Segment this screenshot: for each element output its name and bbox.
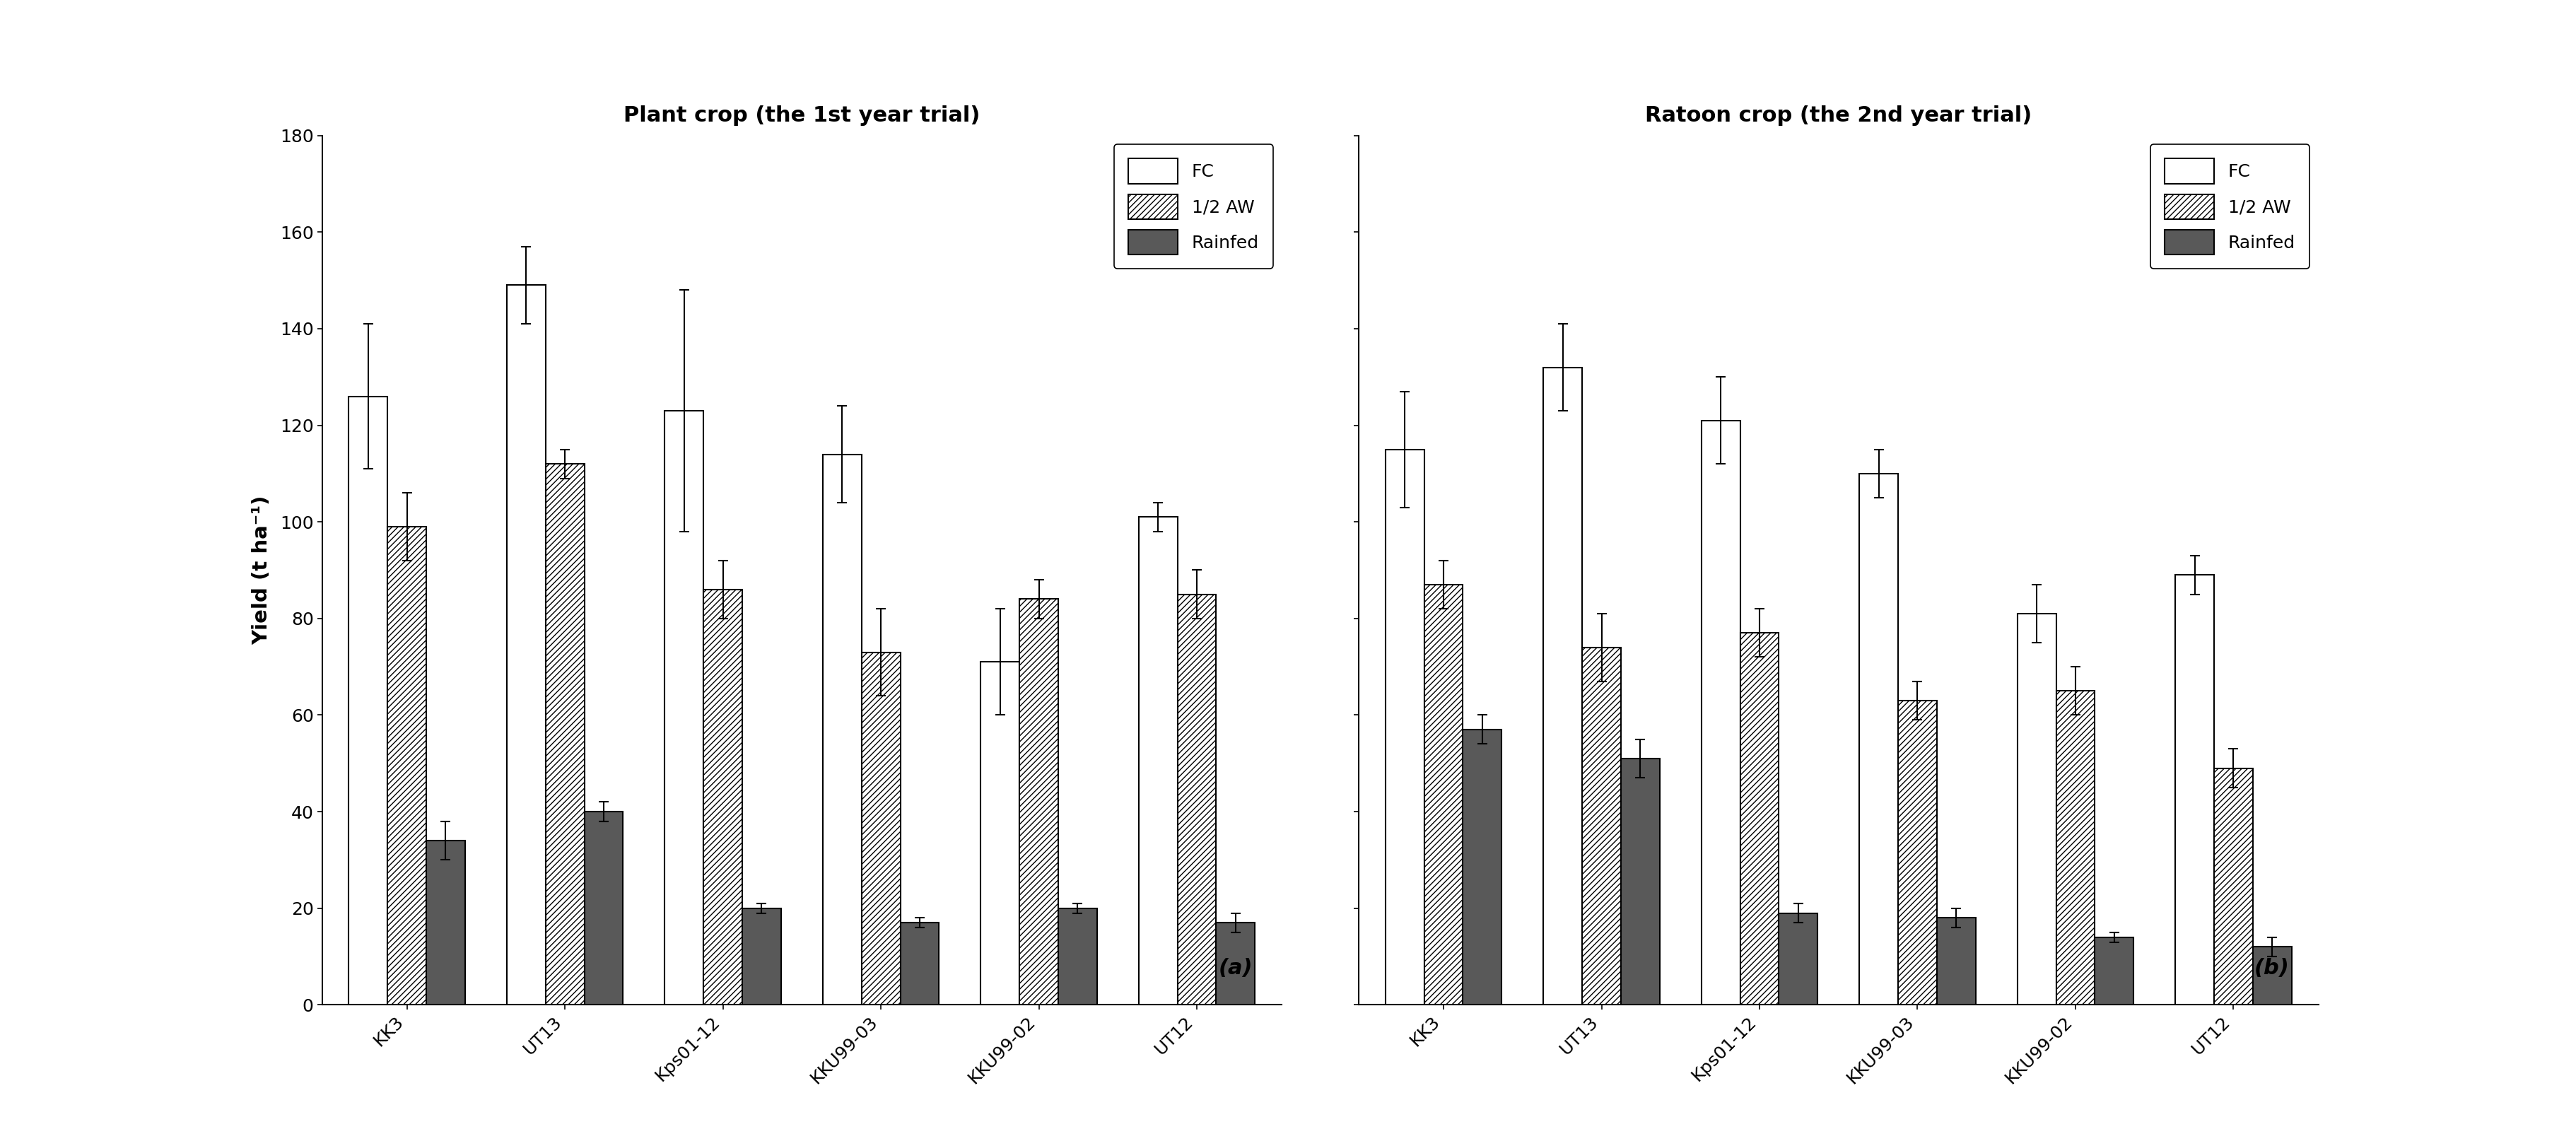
- Bar: [1741, 633, 1780, 1005]
- Bar: [1463, 729, 1502, 1005]
- Bar: [1780, 913, 1819, 1005]
- Bar: [1860, 473, 1899, 1005]
- Bar: [546, 464, 585, 1005]
- Bar: [1543, 367, 1582, 1005]
- Bar: [1620, 759, 1659, 1005]
- Legend: FC, 1/2 AW, Rainfed: FC, 1/2 AW, Rainfed: [2151, 145, 2311, 269]
- Bar: [1059, 908, 1097, 1005]
- Bar: [386, 527, 425, 1005]
- Bar: [665, 411, 703, 1005]
- Bar: [1582, 647, 1620, 1005]
- Bar: [425, 841, 466, 1005]
- Bar: [1700, 420, 1741, 1005]
- Legend: FC, 1/2 AW, Rainfed: FC, 1/2 AW, Rainfed: [1113, 145, 1273, 269]
- Bar: [1937, 918, 1976, 1005]
- Text: (b): (b): [2254, 959, 2290, 979]
- Bar: [742, 908, 781, 1005]
- Bar: [1216, 922, 1255, 1005]
- Bar: [1020, 599, 1059, 1005]
- Bar: [860, 653, 899, 1005]
- Title: Ratoon crop (the 2nd year trial): Ratoon crop (the 2nd year trial): [1646, 105, 2032, 126]
- Bar: [2056, 691, 2094, 1005]
- Bar: [1386, 449, 1425, 1005]
- Bar: [1425, 585, 1463, 1005]
- Bar: [585, 812, 623, 1005]
- Bar: [507, 286, 546, 1005]
- Bar: [899, 922, 940, 1005]
- Bar: [2174, 575, 2215, 1005]
- Bar: [2215, 768, 2254, 1005]
- Bar: [981, 662, 1020, 1005]
- Bar: [822, 454, 860, 1005]
- Y-axis label: Yield (t ha⁻¹): Yield (t ha⁻¹): [252, 496, 273, 645]
- Bar: [1177, 594, 1216, 1005]
- Bar: [2254, 947, 2293, 1005]
- Title: Plant crop (the 1st year trial): Plant crop (the 1st year trial): [623, 105, 981, 126]
- Bar: [703, 589, 742, 1005]
- Bar: [348, 396, 386, 1005]
- Bar: [2017, 614, 2056, 1005]
- Bar: [1139, 517, 1177, 1005]
- Bar: [1899, 700, 1937, 1005]
- Bar: [2094, 937, 2133, 1005]
- Text: (a): (a): [1218, 959, 1252, 979]
